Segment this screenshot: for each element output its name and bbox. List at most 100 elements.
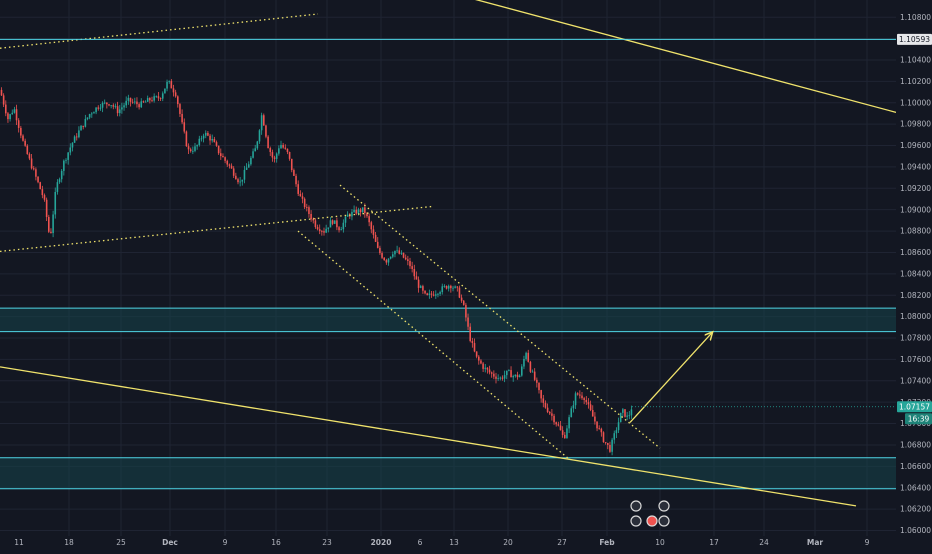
candle-body xyxy=(331,220,334,224)
price-tick-label: 1.10800 xyxy=(900,13,931,22)
event-marker-icon[interactable] xyxy=(658,515,670,527)
candle-body xyxy=(372,229,375,235)
candle-body xyxy=(533,371,536,380)
candle-body xyxy=(177,96,179,105)
current-price-label: 1.07157 xyxy=(899,402,930,411)
candle-body xyxy=(624,409,626,417)
candle-body xyxy=(323,231,325,233)
candle-body xyxy=(297,184,299,194)
candle-body xyxy=(462,300,465,305)
dotted-channel-line[interactable] xyxy=(0,13,319,49)
candle-body xyxy=(183,122,186,132)
price-tick-label: 1.08000 xyxy=(900,312,931,321)
time-tick-label: 20 xyxy=(503,538,513,547)
zone-fill xyxy=(0,457,896,489)
candle-body xyxy=(368,216,370,223)
event-marker-icon[interactable] xyxy=(658,500,670,512)
price-tick-label: 1.10400 xyxy=(900,56,931,65)
candle-body xyxy=(273,157,276,159)
candle-body xyxy=(536,379,538,383)
candle-body xyxy=(308,207,310,214)
candle-body xyxy=(490,372,493,374)
candle-body xyxy=(228,164,231,166)
candle-body xyxy=(265,125,267,137)
time-tick-label: 16 xyxy=(271,538,281,547)
candle-body xyxy=(503,375,506,379)
candle-body xyxy=(467,317,469,327)
candle-body xyxy=(424,290,426,294)
candle-body xyxy=(127,97,130,101)
candle-body xyxy=(129,97,132,102)
candle-body xyxy=(26,145,29,155)
candle-body xyxy=(15,109,18,121)
candle-body xyxy=(355,209,358,214)
candle-body xyxy=(93,112,95,114)
candle-body xyxy=(521,366,523,376)
candle-body xyxy=(41,189,44,196)
candle-body xyxy=(381,253,383,258)
dotted-channel-line[interactable] xyxy=(0,205,433,253)
candle-body xyxy=(333,220,336,224)
candle-body xyxy=(13,109,16,113)
candle-body xyxy=(452,287,454,289)
candle-body xyxy=(189,149,192,152)
candle-body xyxy=(9,114,11,120)
candle-body xyxy=(443,285,446,287)
candle-body xyxy=(600,428,603,433)
candle-body xyxy=(136,101,138,105)
candle-body xyxy=(121,107,123,110)
event-marker-icon[interactable] xyxy=(630,515,642,527)
candle-body xyxy=(389,256,392,259)
candle-body xyxy=(392,254,394,257)
economic-event-markers[interactable] xyxy=(630,500,670,527)
candle-body xyxy=(97,107,100,109)
event-marker-icon[interactable] xyxy=(646,515,658,527)
candle-body xyxy=(75,136,78,138)
trend-line[interactable] xyxy=(0,366,857,507)
time-tick-label: Feb xyxy=(599,538,615,547)
candle-body xyxy=(17,120,20,128)
candle-body xyxy=(54,191,57,215)
candle-body xyxy=(407,259,409,262)
dotted-channel-line[interactable] xyxy=(339,184,661,449)
candle-body xyxy=(478,356,480,361)
candle-body xyxy=(134,101,136,103)
candle-body xyxy=(458,287,461,298)
candle-body xyxy=(596,421,598,429)
candle-body xyxy=(514,374,517,377)
candle-body xyxy=(144,101,147,103)
candle-body xyxy=(245,167,248,170)
time-tick-label: 2020 xyxy=(371,538,392,547)
candle-body xyxy=(430,293,433,295)
candle-body xyxy=(50,231,52,234)
candle-body xyxy=(617,422,620,431)
candle-body xyxy=(224,157,226,161)
trend-line[interactable] xyxy=(422,0,897,113)
candle-body xyxy=(366,213,368,217)
projection-arrow[interactable] xyxy=(629,333,712,423)
price-tick-label: 1.07800 xyxy=(900,334,931,343)
candle-body xyxy=(258,130,261,142)
candle-body xyxy=(301,196,304,199)
event-marker-icon[interactable] xyxy=(630,500,642,512)
time-tick-label: 11 xyxy=(14,538,24,547)
candle-body xyxy=(607,442,609,445)
candle-body xyxy=(394,250,396,255)
candlestick-series xyxy=(0,79,633,456)
marked-level-badge: 1.10593 xyxy=(897,33,932,45)
candle-body xyxy=(35,169,37,177)
time-axis[interactable]: 11 18 25 Dec 9 16 23 2020 6 13 20 27 Feb 10 17 24 Mar 9 xyxy=(14,538,869,547)
candle-body xyxy=(568,417,570,429)
candle-body xyxy=(555,422,557,425)
dotted-channel-line[interactable] xyxy=(297,230,571,461)
candle-body xyxy=(557,424,560,426)
candle-body xyxy=(207,132,209,136)
candle-body xyxy=(471,341,474,344)
candle-body xyxy=(488,369,491,373)
candle-body xyxy=(540,390,542,399)
candle-body xyxy=(299,193,302,197)
candle-body xyxy=(422,286,424,291)
candle-body xyxy=(88,114,91,118)
